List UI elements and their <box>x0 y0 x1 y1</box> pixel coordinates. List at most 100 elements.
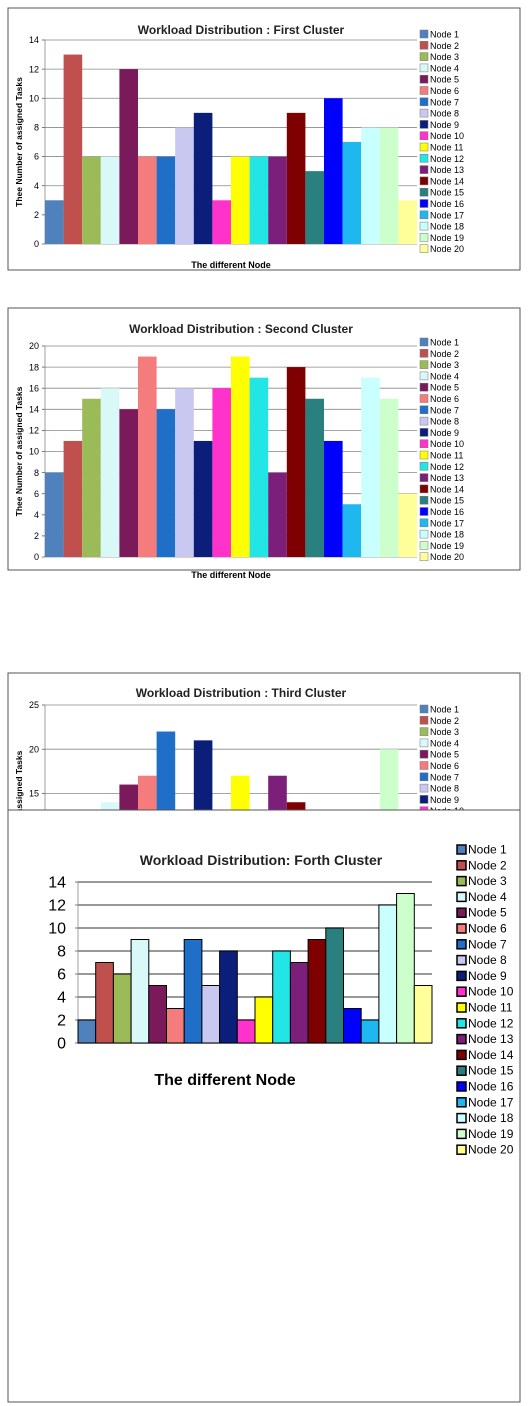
second-cluster-chart: Workload Distribution : Second Cluster 0 2… <box>7 307 521 580</box>
legend-swatch <box>419 416 429 426</box>
legend-label: Node 16 <box>430 199 464 209</box>
legend-swatch <box>419 484 429 494</box>
legend-label: Node 3 <box>468 874 507 888</box>
legend-swatch <box>419 29 429 39</box>
bar-node-2 <box>95 962 114 1044</box>
y-tick-label: 4 <box>34 181 39 191</box>
legend-swatch <box>419 462 429 471</box>
bar-node-16 <box>343 1008 362 1044</box>
y-tick-label: 12 <box>29 64 39 74</box>
bar-node-6 <box>138 156 157 244</box>
bar-node-7 <box>183 939 203 1044</box>
bar-node-5 <box>148 985 168 1044</box>
bar-node-3 <box>82 398 101 557</box>
first-cluster-chart: Workload Distribution : First Cluster 0 2 4… <box>7 7 521 271</box>
bar-node-12 <box>272 950 291 1044</box>
y-tick-label: 16 <box>29 383 39 393</box>
legend-swatch <box>419 495 429 505</box>
legend-label: Node 20 <box>468 1143 514 1157</box>
bar-node-11 <box>231 156 250 244</box>
legend-label: Node 14 <box>430 176 464 186</box>
y-tick-label: 12 <box>29 426 39 436</box>
legend-swatch <box>456 986 467 997</box>
legend-swatch <box>456 1081 467 1092</box>
chart-title: Workload Distribution: Forth Cluster <box>140 852 383 868</box>
legend-swatch <box>456 1065 467 1076</box>
bar-node-8 <box>175 388 194 557</box>
y-tick-label: 10 <box>29 93 39 103</box>
forth-cluster-chart: Workload Distribution: Forth Cluster 0 2 4 6… <box>7 809 521 1403</box>
legend-swatch <box>419 86 429 95</box>
y-tick-label: 8 <box>34 123 39 133</box>
legend-swatch <box>419 108 429 118</box>
legend-swatch <box>419 120 429 129</box>
legend-label: Node 17 <box>430 518 464 528</box>
y-tick-label: 6 <box>34 152 39 162</box>
legend-swatch <box>456 1033 467 1045</box>
legend-label: Node 18 <box>430 222 464 232</box>
legend-label: Node 2 <box>430 716 459 726</box>
y-axis-label: Thee Number of assigned Tasks <box>14 386 24 516</box>
bar-node-16 <box>324 440 343 557</box>
legend-swatch <box>419 244 429 253</box>
bar-node-2 <box>63 440 83 557</box>
legend-label: Node 9 <box>468 969 507 983</box>
legend-swatch <box>456 891 467 903</box>
bar-node-13 <box>289 962 309 1044</box>
legend-swatch <box>419 439 429 448</box>
bar-node-4 <box>130 939 150 1044</box>
legend-swatch <box>419 176 429 186</box>
bar-node-7 <box>156 409 176 557</box>
bar-node-16 <box>324 98 343 244</box>
bar-node-9 <box>193 440 213 557</box>
legend-swatch <box>419 716 429 725</box>
y-tick-label: 18 <box>29 362 39 372</box>
bar-node-1 <box>77 1019 97 1044</box>
legend-swatch <box>456 875 467 887</box>
legend-swatch <box>419 221 429 231</box>
legend-swatch <box>419 337 429 347</box>
bar-node-8 <box>175 127 194 244</box>
bar-node-3 <box>112 973 132 1044</box>
legend-label: Node 13 <box>430 165 464 175</box>
legend-label: Node 5 <box>430 750 459 760</box>
bar-node-6 <box>166 1008 185 1044</box>
legend-swatch <box>456 1002 467 1013</box>
legend-label: Node 10 <box>430 439 464 449</box>
legend-swatch <box>456 1018 467 1029</box>
bar-node-1 <box>45 200 64 244</box>
x-axis-label: The different Node <box>191 570 271 580</box>
y-tick-label: 4 <box>34 510 39 520</box>
bar-node-15 <box>305 398 324 557</box>
legend-label: Node 3 <box>430 727 459 737</box>
bar-node-17 <box>342 504 362 557</box>
y-tick-label: 20 <box>29 341 39 351</box>
legend-swatch <box>456 907 467 918</box>
legend-swatch <box>456 923 467 934</box>
legend-label: Node 6 <box>430 394 459 404</box>
legend-label: Node 19 <box>468 1127 514 1141</box>
legend-label: Node 13 <box>430 473 464 483</box>
legend-swatch <box>419 428 429 437</box>
bar-node-10 <box>212 388 231 557</box>
legend-swatch <box>419 795 429 804</box>
bar-node-13 <box>268 156 287 244</box>
y-tick-label: 8 <box>57 944 66 961</box>
legend-label: Node 8 <box>430 784 459 794</box>
legend-label: Node 6 <box>430 86 459 96</box>
legend-swatch <box>419 187 429 197</box>
legend-label: Node 7 <box>430 97 459 107</box>
bar-node-13 <box>268 472 287 557</box>
bar-node-18 <box>378 904 398 1044</box>
legend-swatch <box>419 405 429 415</box>
legend-label: Node 12 <box>430 154 464 164</box>
legend-swatch <box>456 954 467 966</box>
bar-node-9 <box>219 950 238 1044</box>
bar-node-11 <box>231 356 250 557</box>
y-tick-label: 2 <box>57 1013 66 1030</box>
bar-node-20 <box>398 493 417 557</box>
legend-label: Node 17 <box>468 1095 514 1109</box>
legend-label: Node 3 <box>430 360 459 370</box>
bar-node-20 <box>413 985 433 1044</box>
y-tick-label: 25 <box>29 700 39 710</box>
